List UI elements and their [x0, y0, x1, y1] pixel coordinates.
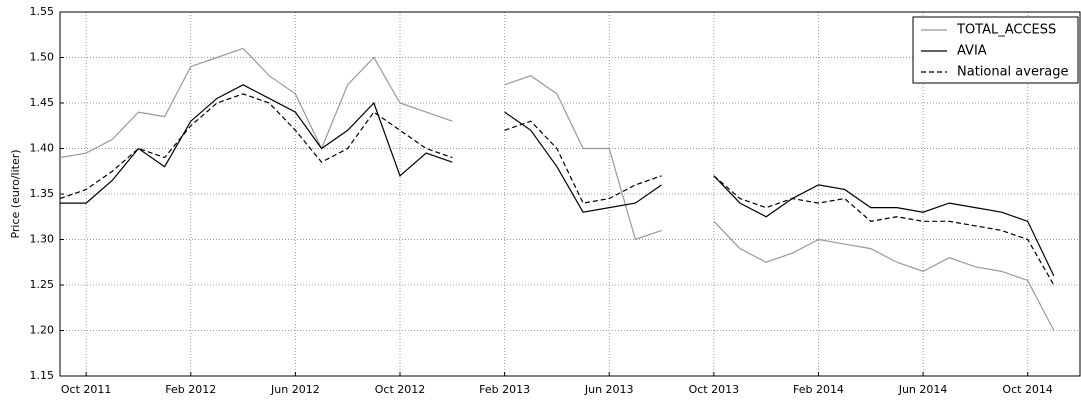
y-axis-label: Price (euro/liter) — [9, 149, 22, 238]
y-tick-label: 1.15 — [30, 369, 55, 382]
series-line — [60, 84, 453, 204]
y-tick-label: 1.20 — [30, 324, 55, 337]
series-line — [504, 75, 662, 241]
series-line — [713, 175, 1055, 286]
y-tick-label: 1.35 — [30, 187, 55, 200]
x-tick-label: Jun 2012 — [270, 383, 320, 396]
legend-label: AVIA — [957, 44, 987, 59]
series-line — [59, 93, 453, 200]
y-tick-label: 1.45 — [30, 96, 55, 109]
series-line — [713, 175, 1055, 277]
x-tick-label: Jun 2014 — [898, 383, 948, 396]
y-tick-label: 1.40 — [30, 142, 55, 155]
x-tick-label: Jun 2013 — [584, 383, 634, 396]
series-line — [59, 47, 453, 159]
x-tick-label: Feb 2012 — [165, 383, 216, 396]
legend-label: National average — [957, 65, 1069, 80]
plot-frame — [59, 11, 1081, 377]
x-tick-label: Oct 2011 — [61, 383, 112, 396]
x-tick-label: Oct 2012 — [375, 383, 426, 396]
series-line — [504, 111, 662, 213]
y-tick-label: 1.25 — [30, 278, 55, 291]
y-tick-label: 1.30 — [30, 233, 55, 246]
series-line — [504, 120, 662, 204]
x-tick-label: Oct 2014 — [1002, 383, 1053, 396]
series-line — [713, 220, 1055, 331]
y-tick-label: 1.50 — [30, 51, 55, 64]
x-tick-label: Oct 2013 — [689, 383, 740, 396]
x-tick-label: Feb 2014 — [793, 383, 844, 396]
y-tick-label: 1.55 — [30, 5, 55, 18]
legend-label: TOTAL_ACCESS — [956, 23, 1056, 38]
x-tick-label: Feb 2013 — [479, 383, 530, 396]
